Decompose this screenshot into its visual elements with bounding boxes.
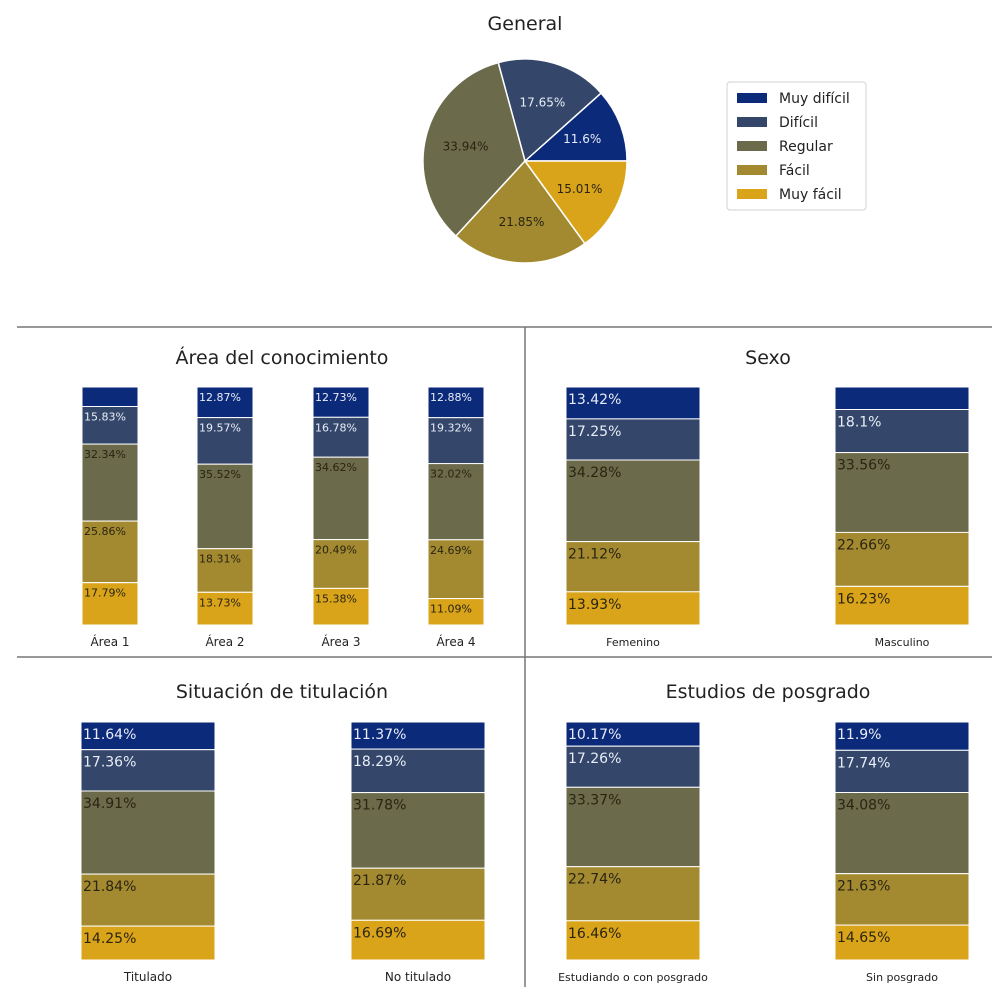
legend-label-facil: Fácil <box>779 163 810 179</box>
bar-label-sin-posgrado-muy-dificil: 11.9% <box>837 727 881 743</box>
tick-label-area-3: Área 3 <box>321 634 360 649</box>
bar-label-area-1-muy-facil: 17.79% <box>84 587 126 600</box>
legend-swatch-dificil <box>737 117 767 127</box>
tick-label-sin-posgrado: Sin posgrado <box>866 971 938 984</box>
panel-title-area: Área del conocimiento <box>176 346 389 369</box>
bar-label-estudiando-o-con-posgrado-muy-dificil: 10.17% <box>568 727 621 743</box>
bar-label-sin-posgrado-dificil: 17.74% <box>837 755 890 771</box>
bar-label-area-2-regular: 35.52% <box>199 468 241 481</box>
bar-label-area-4-dificil: 19.32% <box>430 422 472 435</box>
bar-label-estudiando-o-con-posgrado-dificil: 17.26% <box>568 751 621 767</box>
bar-label-femenino-muy-facil: 13.93% <box>568 597 621 613</box>
bar-label-no-titulado-dificil: 18.29% <box>353 754 406 770</box>
bar-label-area-3-muy-dificil: 12.73% <box>315 391 357 404</box>
bar-label-femenino-dificil: 17.25% <box>568 424 621 440</box>
bar-label-masculino-muy-facil: 16.23% <box>837 591 890 607</box>
bar-label-titulado-regular: 34.91% <box>83 796 136 812</box>
legend: Muy difícil Difícil Regular Fácil Muy fácil <box>727 82 866 210</box>
tick-label-masculino: Masculino <box>875 636 930 649</box>
bar-label-femenino-regular: 34.28% <box>568 465 621 481</box>
tick-label-titulado: Titulado <box>123 970 172 984</box>
bar-label-area-2-facil: 18.31% <box>199 553 241 566</box>
bar-label-area-3-dificil: 16.78% <box>315 421 357 434</box>
bar-label-estudiando-o-con-posgrado-muy-facil: 16.46% <box>568 926 621 942</box>
bar-label-area-4-regular: 32.02% <box>430 468 472 481</box>
tick-label-estudiando-o-con-posgrado: Estudiando o con posgrado <box>558 971 708 984</box>
legend-swatch-regular <box>737 141 767 151</box>
bar-label-area-1-regular: 32.34% <box>84 448 126 461</box>
bar-label-area-3-regular: 34.62% <box>315 461 357 474</box>
legend-swatch-muy-dificil <box>737 93 767 103</box>
panel-sexo: 13.42% 17.25% 34.28% 21.12% 13.93% Femenino 18… <box>566 387 969 649</box>
bar-label-titulado-dificil: 17.36% <box>83 755 136 771</box>
bar-label-area-4-facil: 24.69% <box>430 544 472 557</box>
bar-label-area-2-dificil: 19.57% <box>199 422 241 435</box>
tick-label-area-1: Área 1 <box>90 634 129 649</box>
bar-label-sin-posgrado-regular: 34.08% <box>837 798 890 814</box>
pie-title: General <box>488 13 563 35</box>
bar-label-titulado-muy-facil: 14.25% <box>83 931 136 947</box>
bar-label-area-1-dificil: 15.83% <box>84 411 126 424</box>
panel-title-sexo: Sexo <box>745 347 791 369</box>
bar-label-no-titulado-facil: 21.87% <box>353 873 406 889</box>
bar-label-masculino-regular: 33.56% <box>837 458 890 474</box>
bar-segment-masculino-muy-dificil <box>835 387 969 410</box>
legend-swatch-facil <box>737 165 767 175</box>
bar-label-masculino-facil: 22.66% <box>837 537 890 553</box>
tick-label-area-4: Área 4 <box>436 634 475 649</box>
pie-label-dificil: 17.65% <box>520 95 566 109</box>
bar-label-femenino-facil: 21.12% <box>568 547 621 563</box>
bar-label-sin-posgrado-muy-facil: 14.65% <box>837 930 890 946</box>
bar-segment-area-1-muy-dificil <box>82 387 138 407</box>
bar-label-area-4-muy-dificil: 12.88% <box>430 391 472 404</box>
legend-swatch-muy-facil <box>737 189 767 199</box>
bar-label-no-titulado-muy-facil: 16.69% <box>353 925 406 941</box>
panel-situacion-de-titulacion: 11.64% 17.36% 34.91% 21.84% 14.25% Titulado 11… <box>81 722 485 984</box>
bar-label-estudiando-o-con-posgrado-regular: 33.37% <box>568 792 621 808</box>
legend-label-dificil: Difícil <box>779 115 818 131</box>
panel-title-posgrado: Estudios de posgrado <box>666 681 871 703</box>
legend-label-muy-dificil: Muy difícil <box>779 91 850 107</box>
pie-label-regular: 33.94% <box>443 140 489 154</box>
pie-chart: 11.6% 17.65% 33.94% 21.85% 15.01% <box>423 59 627 263</box>
panel-estudios-de-posgrado: 10.17% 17.26% 33.37% 22.74% 16.46% Estudiando… <box>558 722 969 984</box>
bar-label-area-2-muy-facil: 13.73% <box>199 596 241 609</box>
bar-label-femenino-muy-dificil: 13.42% <box>568 392 621 408</box>
pie-label-muy-dificil: 11.6% <box>563 132 601 146</box>
bar-label-no-titulado-regular: 31.78% <box>353 798 406 814</box>
bar-label-area-4-muy-facil: 11.09% <box>430 603 472 616</box>
bar-label-sin-posgrado-facil: 21.63% <box>837 879 890 895</box>
bar-label-area-3-muy-facil: 15.38% <box>315 592 357 605</box>
bar-label-estudiando-o-con-posgrado-facil: 22.74% <box>568 872 621 888</box>
bar-label-titulado-facil: 21.84% <box>83 879 136 895</box>
legend-label-regular: Regular <box>779 139 833 155</box>
bar-label-no-titulado-muy-dificil: 11.37% <box>353 727 406 743</box>
bar-label-area-2-muy-dificil: 12.87% <box>199 391 241 404</box>
bar-label-area-3-facil: 20.49% <box>315 544 357 557</box>
pie-label-facil: 21.85% <box>499 215 545 229</box>
bar-label-area-1-facil: 25.86% <box>84 525 126 538</box>
tick-label-area-2: Área 2 <box>205 634 244 649</box>
tick-label-no-titulado: No titulado <box>385 970 451 984</box>
panel-title-titulacion: Situación de titulación <box>176 681 388 703</box>
bar-label-titulado-muy-dificil: 11.64% <box>83 727 136 743</box>
legend-label-muy-facil: Muy fácil <box>779 187 842 203</box>
tick-label-femenino: Femenino <box>606 636 660 649</box>
panel-area-del-conocimiento: 15.83% 32.34% 25.86% 17.79% Área 1 12.87% 19.5… <box>82 387 484 649</box>
pie-label-muy-facil: 15.01% <box>557 182 603 196</box>
bar-label-masculino-dificil: 18.1% <box>837 415 881 431</box>
